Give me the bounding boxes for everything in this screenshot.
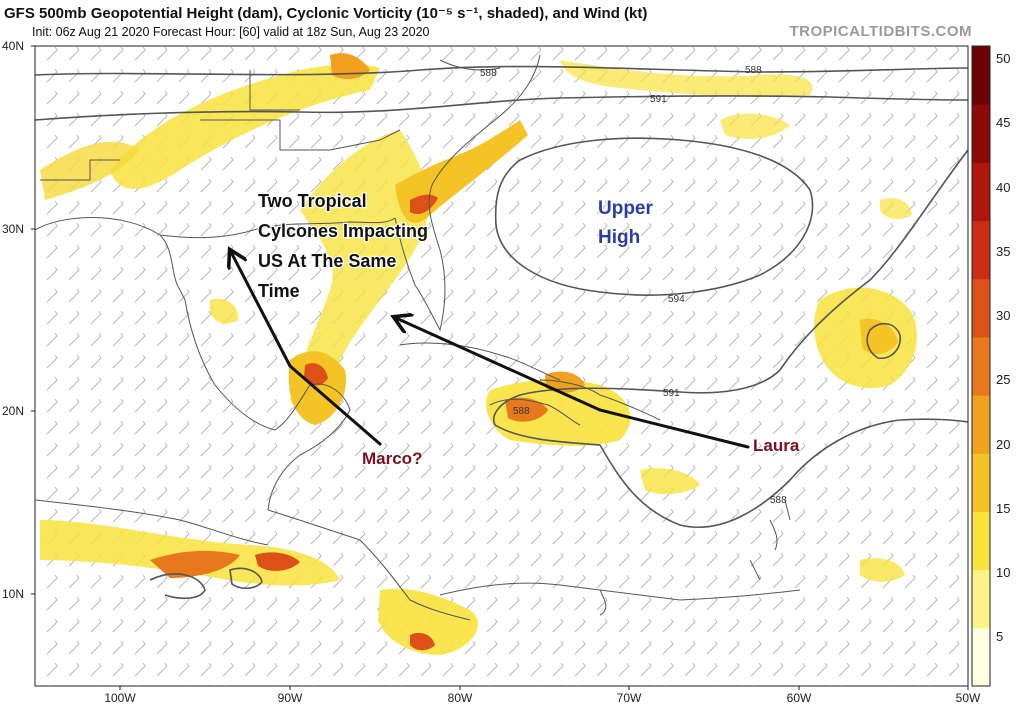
annotation-line: Time [258, 281, 300, 301]
colorbar-tick: 5 [996, 629, 1003, 644]
longitude-labels: 100W 90W 80W 70W 60W 50W [104, 686, 981, 705]
colorbar-tick: 45 [996, 115, 1010, 130]
colorbar [971, 45, 991, 687]
marco-track-arrow [231, 252, 382, 446]
colorbar-segment [972, 278, 990, 338]
brand-watermark: TROPICALTIDBITS.COM [789, 23, 972, 40]
latitude-labels: 40N 30N 20N 10N [2, 39, 35, 601]
map-title: GFS 500mb Geopotential Height (dam), Cyc… [4, 5, 648, 22]
vorticity-shading [40, 53, 918, 655]
colorbar-segment [972, 46, 990, 105]
colorbar-tick: 25 [996, 372, 1010, 387]
lat-label: 40N [2, 39, 24, 53]
colorbar-tick: 15 [996, 501, 1010, 516]
contour-label: 588 [745, 65, 762, 76]
lat-label: 20N [2, 404, 24, 418]
colorbar-segment [972, 395, 990, 454]
upper-high-label: Upper [598, 198, 654, 219]
colorbar-segment [972, 104, 990, 163]
contour-label: 594 [668, 294, 685, 305]
map-subtitle: Init: 06z Aug 21 2020 Forecast Hour: [60… [32, 25, 430, 39]
lon-label: 60W [787, 691, 812, 705]
colorbar-segment [972, 627, 990, 687]
colorbar-tick: 20 [996, 437, 1010, 452]
colorbar-tick: 50 [996, 51, 1010, 66]
lon-label: 50W [956, 691, 981, 705]
annotation-cyclones: Two Tropical Cylcones Impacting US At Th… [257, 190, 430, 303]
map-border [34, 45, 969, 687]
lon-label: 90W [278, 691, 303, 705]
colorbar-border [971, 45, 991, 687]
colorbar-tick: 10 [996, 565, 1010, 580]
colorbar-tick: 30 [996, 308, 1010, 323]
contour-label: 588 [480, 68, 497, 79]
colorbar-segment [972, 220, 990, 280]
colorbar-segment [972, 336, 990, 396]
colorbar-tick: 40 [996, 180, 1010, 195]
contour-label: 591 [663, 388, 680, 399]
annotation-line: Cylcones Impacting [258, 221, 428, 241]
marco-label: Marco? [362, 449, 422, 468]
colorbar-ticks: 50 45 40 35 30 25 20 15 10 5 [996, 51, 1010, 644]
lon-label: 100W [104, 691, 136, 705]
lat-label: 10N [2, 587, 24, 601]
annotation-line: US At The Same [258, 251, 396, 271]
lon-label: 80W [448, 691, 473, 705]
lon-label: 70W [617, 691, 642, 705]
storm-track-arrows [231, 252, 750, 449]
colorbar-segment [972, 569, 990, 629]
contour-label: 588 [513, 406, 530, 417]
colorbar-tick: 35 [996, 244, 1010, 259]
colorbar-segment [972, 511, 990, 571]
laura-track-arrow [396, 318, 750, 449]
colorbar-segment [972, 453, 990, 512]
laura-label: Laura [753, 436, 800, 455]
lat-label: 30N [2, 222, 24, 236]
height-contours [35, 65, 968, 600]
contour-label: 591 [650, 94, 667, 105]
upper-high-label: High [598, 227, 640, 248]
annotation-line: Two Tropical [258, 191, 367, 211]
contour-label: 588 [770, 495, 787, 506]
colorbar-segment [972, 162, 990, 222]
